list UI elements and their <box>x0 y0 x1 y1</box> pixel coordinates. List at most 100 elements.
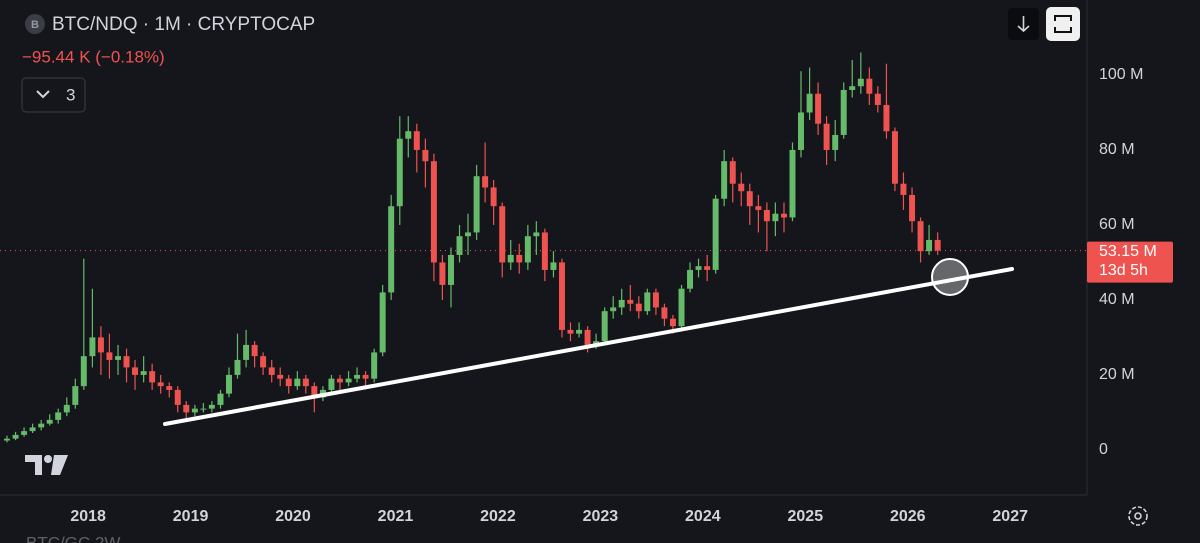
candle-body <box>550 262 557 270</box>
candle-body <box>191 408 198 413</box>
candle-body <box>524 236 531 263</box>
y-tick-label: 20 M <box>1099 366 1135 383</box>
candle-body <box>328 378 335 390</box>
candle-body <box>567 329 574 334</box>
candle-body <box>627 299 634 304</box>
candle-body <box>584 329 591 345</box>
candle-body <box>72 386 79 405</box>
logo-part <box>25 455 42 475</box>
candle-body <box>46 419 53 424</box>
logo-part <box>44 455 52 463</box>
candle-body <box>883 104 890 132</box>
x-tick-label: 2022 <box>480 508 516 525</box>
candle-body <box>183 404 190 413</box>
candle-body <box>3 438 10 441</box>
y-tick-label: 40 M <box>1099 291 1135 308</box>
fullscreen-button[interactable] <box>1046 7 1080 41</box>
candle-body <box>763 209 770 222</box>
candle-body <box>473 176 480 233</box>
last-price-label: 53.15 M <box>1099 243 1157 260</box>
candle-body <box>618 299 625 308</box>
x-tick-label: 2018 <box>70 508 106 525</box>
candle-body <box>132 367 139 375</box>
candle-body <box>89 337 96 357</box>
fullscreen-icon <box>1054 15 1072 33</box>
candle-body <box>857 78 864 87</box>
candle-body <box>806 93 813 113</box>
gear-icon[interactable] <box>1128 506 1148 526</box>
candle-body <box>336 378 343 383</box>
candle-body <box>652 292 659 308</box>
candle-body <box>234 359 241 375</box>
bottom-tab[interactable]: BTC/GC 2W <box>26 533 120 543</box>
candle-body <box>576 329 583 334</box>
candle-body <box>38 423 45 428</box>
candle-body <box>738 183 745 192</box>
candle-body <box>721 161 728 199</box>
symbol-icon <box>25 14 45 34</box>
indicator-count[interactable]: 3 <box>66 85 75 104</box>
countdown-label: 13d 5h <box>1099 262 1148 279</box>
chart-title: BTC/NDQ · 1M · CRYPTOCAP <box>52 14 315 35</box>
candle-body <box>302 378 309 387</box>
candle-body <box>430 161 437 263</box>
candle-body <box>217 393 224 405</box>
x-tick-label: 2025 <box>788 508 824 525</box>
candle-body <box>80 356 87 387</box>
candle-body <box>448 254 454 285</box>
candle-body <box>260 356 267 368</box>
candle-body <box>21 431 28 435</box>
y-tick-label: 80 M <box>1099 141 1135 158</box>
candle-body <box>516 254 523 263</box>
candle-body <box>268 367 275 375</box>
trend-line <box>163 267 1014 426</box>
candle-body <box>413 131 420 150</box>
fullscreen-box[interactable] <box>1046 7 1080 41</box>
candle-body <box>687 269 694 289</box>
candle-body <box>499 206 506 263</box>
candle-body <box>225 374 232 394</box>
y-tick-label: 60 M <box>1099 216 1135 233</box>
last-price-box <box>1087 241 1173 283</box>
candle-body <box>635 303 642 312</box>
candle-body <box>97 337 104 353</box>
candle-body <box>934 239 941 251</box>
candle-body <box>63 404 70 413</box>
candle-body <box>704 266 711 270</box>
candle-body <box>482 176 489 188</box>
candle-body <box>900 183 907 195</box>
candle-body <box>371 352 378 379</box>
tv-logo <box>25 455 68 475</box>
indicator-toggle[interactable]: 3 <box>21 77 86 113</box>
candle-body <box>140 371 147 375</box>
settings-button[interactable] <box>1128 506 1148 526</box>
candle-body <box>456 236 463 255</box>
candle-body <box>157 382 164 387</box>
candle-body <box>644 292 651 312</box>
candle-body <box>874 93 881 105</box>
candle-body <box>780 213 787 218</box>
candle-body <box>601 311 608 342</box>
candle-body <box>558 262 565 330</box>
x-tick-label: 2021 <box>378 508 414 525</box>
logo-part <box>51 455 68 475</box>
x-tick-label: 2026 <box>890 508 926 525</box>
indicator-box[interactable] <box>21 77 86 113</box>
candle-body <box>354 374 361 379</box>
candle-body <box>174 389 181 405</box>
candle-body <box>285 378 292 387</box>
candle-body <box>866 78 873 94</box>
download-button[interactable] <box>1008 8 1039 40</box>
highlight-circle <box>931 258 969 296</box>
chevron-icon <box>36 90 50 99</box>
candle-body <box>678 288 685 327</box>
candle-body <box>277 374 284 379</box>
candle-body <box>396 138 403 207</box>
x-tick-label: 2020 <box>275 508 311 525</box>
candle-body <box>909 194 916 222</box>
candle-body <box>593 341 600 345</box>
candle-body <box>798 112 804 150</box>
candle-body <box>345 378 352 383</box>
